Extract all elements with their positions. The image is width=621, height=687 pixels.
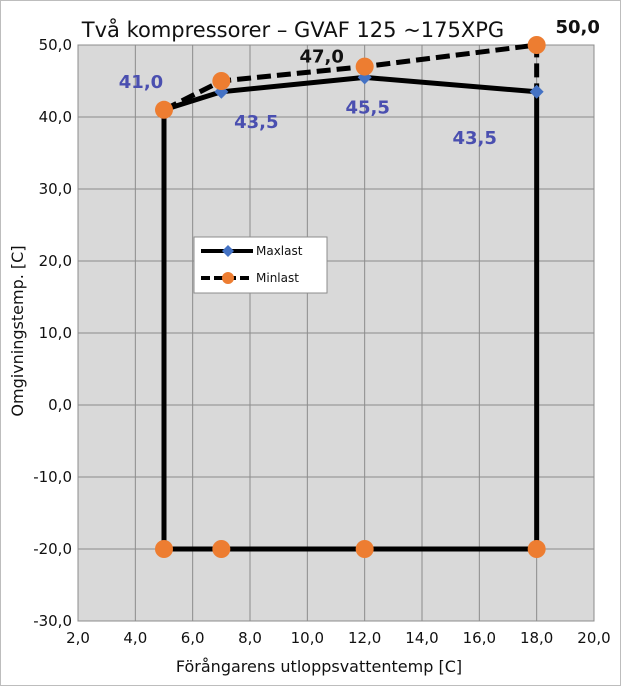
y-axis-ticks: -30,0 -20,0 -10,0 0,0 10,0 20,0 30,0 40,0 50,0: [33, 36, 72, 630]
legend-maxlast-label: Maxlast: [256, 244, 303, 258]
data-label: 43,5: [452, 128, 496, 149]
legend-minlast-label: Minlast: [256, 271, 299, 285]
data-label: 47,0: [299, 47, 343, 68]
minlast-marker: [527, 36, 546, 54]
x-axis-ticks: 2,0 4,0 6,0 8,0 10,0 12,0 14,0 16,0 18,0 20,0: [66, 629, 611, 647]
legend-box: [193, 236, 328, 294]
x-tick-label: 12,0: [348, 629, 381, 647]
y-tick-label: -30,0: [33, 612, 72, 630]
x-tick-label: 18,0: [520, 629, 553, 647]
y-tick-label: 10,0: [39, 324, 72, 342]
maxlast-marker: [529, 84, 544, 99]
data-label: 41,0: [119, 72, 163, 93]
legend-maxlast-marker: [222, 245, 234, 257]
annotations-layer: 41,0 43,5 45,5 43,5 47,0 50,0: [119, 17, 600, 149]
y-tick-label: 50,0: [39, 36, 72, 54]
legend-minlast-marker: [222, 272, 234, 284]
minlast-marker: [212, 540, 231, 558]
minlast-marker: [155, 100, 173, 119]
y-axis-label: Omgivningstemp. [C]: [8, 245, 27, 416]
y-tick-label: 20,0: [39, 252, 72, 270]
x-tick-label: 6,0: [181, 629, 205, 647]
minlast-marker: [212, 72, 231, 90]
y-tick-label: -10,0: [33, 468, 72, 486]
data-label: 45,5: [345, 97, 389, 118]
y-tick-label: -20,0: [33, 540, 72, 558]
y-tick-label: 30,0: [39, 180, 72, 198]
minlast-marker: [355, 57, 374, 76]
minlast-marker: [355, 540, 374, 558]
x-tick-label: 14,0: [405, 629, 438, 647]
x-tick-label: 16,0: [463, 629, 496, 647]
x-tick-label: 20,0: [577, 629, 610, 647]
x-tick-label: 4,0: [123, 629, 147, 647]
chart-title: Två kompressorer – GVAF 125 ~175XPG: [81, 17, 504, 42]
data-label: 43,5: [234, 112, 278, 133]
minlast-marker: [155, 540, 173, 558]
legend: Maxlast Minlast: [193, 236, 328, 294]
minlast-marker: [527, 540, 546, 558]
x-tick-label: 10,0: [291, 629, 324, 647]
x-axis-label: Förångarens utloppsvattentemp [C]: [176, 657, 462, 676]
series-layer: [155, 36, 546, 558]
data-label: 50,0: [555, 17, 599, 38]
x-tick-label: 2,0: [66, 629, 90, 647]
x-tick-label: 8,0: [238, 629, 262, 647]
y-tick-label: 0,0: [48, 396, 72, 414]
y-tick-label: 40,0: [39, 108, 72, 126]
